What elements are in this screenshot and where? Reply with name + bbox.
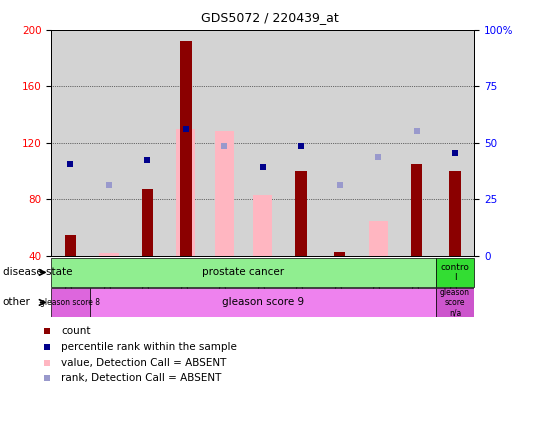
Bar xyxy=(51,288,89,317)
Text: prostate cancer: prostate cancer xyxy=(203,267,285,277)
Text: percentile rank within the sample: percentile rank within the sample xyxy=(61,342,237,352)
Text: rank, Detection Call = ABSENT: rank, Detection Call = ABSENT xyxy=(61,374,222,383)
Bar xyxy=(215,132,234,256)
Bar xyxy=(436,288,474,317)
Bar xyxy=(369,220,388,256)
Bar xyxy=(99,253,119,256)
Text: count: count xyxy=(61,326,91,336)
Bar xyxy=(411,164,423,256)
Bar xyxy=(142,190,153,256)
Bar xyxy=(436,258,474,287)
Text: contro
l: contro l xyxy=(441,263,469,282)
Text: other: other xyxy=(3,297,31,308)
Text: GDS5072 / 220439_at: GDS5072 / 220439_at xyxy=(201,11,338,24)
Bar xyxy=(334,252,345,256)
Text: gleason
score
n/a: gleason score n/a xyxy=(440,288,470,317)
Bar xyxy=(180,41,191,256)
Bar xyxy=(450,171,461,256)
Text: gleason score 9: gleason score 9 xyxy=(222,297,304,308)
Text: value, Detection Call = ABSENT: value, Detection Call = ABSENT xyxy=(61,357,226,368)
Text: disease state: disease state xyxy=(3,267,72,277)
Bar xyxy=(176,129,196,256)
Bar xyxy=(253,195,272,256)
Bar xyxy=(89,288,436,317)
Bar xyxy=(295,171,307,256)
Bar xyxy=(65,235,76,256)
Text: gleason score 8: gleason score 8 xyxy=(40,298,100,307)
